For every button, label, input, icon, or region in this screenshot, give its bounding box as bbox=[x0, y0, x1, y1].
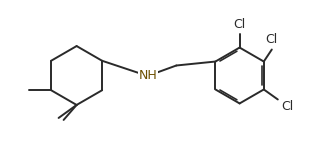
Text: NH: NH bbox=[139, 69, 158, 82]
Text: Cl: Cl bbox=[281, 100, 293, 113]
Text: Cl: Cl bbox=[233, 18, 246, 31]
Text: Cl: Cl bbox=[266, 32, 278, 46]
